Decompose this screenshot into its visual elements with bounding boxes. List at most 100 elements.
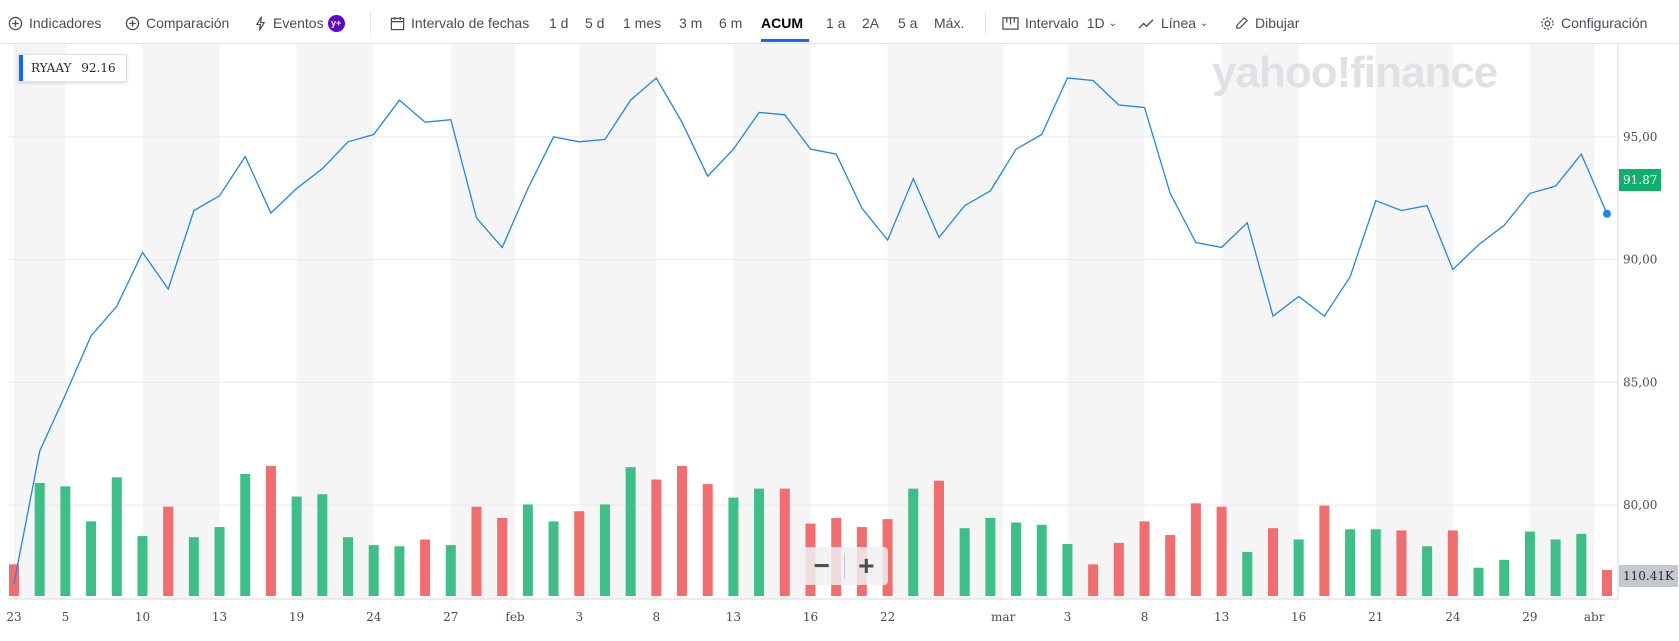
y-tick-label: 95,00 xyxy=(1623,130,1657,144)
x-tick-label: 24 xyxy=(1445,610,1461,624)
active-range-indicator xyxy=(761,39,809,42)
volume-bar xyxy=(1267,528,1278,596)
volume-bar xyxy=(728,497,739,596)
ticker-value: 92.16 xyxy=(81,61,116,75)
pencil-icon xyxy=(1236,16,1248,29)
date-interval-label: Intervalo de fechas xyxy=(411,15,530,31)
price-series-line xyxy=(13,76,1608,584)
volume-bar xyxy=(625,467,636,596)
x-tick-label: 13 xyxy=(212,610,227,624)
ticker-symbol: RYAAY xyxy=(31,61,72,75)
last-volume-badge: 110.41K xyxy=(1619,565,1678,587)
ticker-legend: RYAAY 92.16 xyxy=(18,54,127,82)
range-2y[interactable]: 2A xyxy=(862,15,880,31)
volume-bar xyxy=(1139,521,1150,596)
volume-bar xyxy=(1011,522,1022,596)
date-interval-button[interactable]: Intervalo de fechas xyxy=(390,12,529,34)
volume-bar xyxy=(779,488,790,596)
events-button[interactable]: Eventos y+ xyxy=(254,12,345,34)
volume-bar xyxy=(1319,505,1330,596)
chart-toolbar: Indicadores Comparación Eventos y+ Inter… xyxy=(0,0,1679,44)
x-tick-label: 29 xyxy=(1522,610,1537,624)
range-1y[interactable]: 1 a xyxy=(826,15,846,31)
background-band xyxy=(296,44,374,599)
volume-bar xyxy=(522,504,533,596)
comparison-button[interactable]: Comparación xyxy=(125,12,229,34)
toolbar-divider xyxy=(985,12,986,34)
volume-bar xyxy=(188,537,199,596)
range-5d[interactable]: 5 d xyxy=(585,15,605,31)
draw-button[interactable]: Dibujar xyxy=(1234,12,1299,34)
range-6m[interactable]: 6 m xyxy=(719,15,743,31)
volume-bar xyxy=(1396,530,1407,596)
volume-bar xyxy=(1345,529,1356,596)
range-ytd[interactable]: ACUM xyxy=(761,15,803,31)
volume-bar xyxy=(1165,534,1176,596)
volume-bar xyxy=(343,537,354,596)
range-3m[interactable]: 3 m xyxy=(679,15,703,31)
range-5y[interactable]: 5 a xyxy=(898,15,918,31)
volume-bar xyxy=(1447,530,1458,596)
settings-label: Configuración xyxy=(1561,15,1648,31)
volume-bar xyxy=(1473,567,1484,596)
volume-bar xyxy=(445,545,456,596)
background-band xyxy=(1529,44,1595,599)
volume-bar xyxy=(137,536,148,596)
x-tick-label: abr xyxy=(1584,610,1605,624)
line-chart-icon xyxy=(1138,18,1154,29)
x-tick-label: 13 xyxy=(1214,610,1229,624)
volume-bar xyxy=(754,488,765,596)
volume-bar xyxy=(291,496,302,596)
settings-button[interactable]: Configuración xyxy=(1540,12,1647,34)
volume-bar xyxy=(1036,524,1047,596)
events-label: Eventos xyxy=(273,15,324,31)
x-tick-label: 21 xyxy=(1368,610,1383,624)
volume-bar xyxy=(1242,551,1253,596)
range-1d[interactable]: 1 d xyxy=(549,15,569,31)
price-chart[interactable]: 95,00 90,00 85,00 80,00 23 5 10 13 19 24 27 feb 3 8 13… xyxy=(0,44,1679,641)
volume-bar xyxy=(1422,546,1433,596)
volume-bar xyxy=(394,546,405,596)
indicators-button[interactable]: Indicadores xyxy=(8,12,101,34)
indicators-label: Indicadores xyxy=(29,15,102,31)
volume-bar xyxy=(702,484,713,596)
ruler-icon xyxy=(1002,16,1019,30)
x-tick-label: feb xyxy=(505,610,525,624)
volume-bar xyxy=(1113,542,1124,596)
range-1m[interactable]: 1 mes xyxy=(623,15,662,31)
interval-dropdown[interactable]: Intervalo 1D ⌄ xyxy=(1002,12,1117,34)
zoom-out-button[interactable]: − xyxy=(813,550,830,581)
volume-bar xyxy=(9,564,19,596)
x-tick-label: 10 xyxy=(135,610,150,624)
last-price-point xyxy=(1603,209,1611,218)
volume-bar xyxy=(548,521,559,596)
volume-bar xyxy=(985,518,996,596)
chart-type-dropdown[interactable]: Línea ⌄ xyxy=(1138,12,1208,34)
volume-bar xyxy=(1293,539,1304,596)
range-max[interactable]: Máx. xyxy=(934,15,965,31)
background-band xyxy=(142,44,220,599)
volume-bar xyxy=(1062,544,1073,596)
x-tick-label: 8 xyxy=(1141,610,1149,624)
x-tick-label: 22 xyxy=(880,610,895,624)
series-color-swatch xyxy=(19,55,23,81)
background-band xyxy=(1067,44,1145,599)
volume-bar xyxy=(1088,564,1099,596)
volume-bar xyxy=(1190,503,1201,596)
zoom-in-button[interactable]: + xyxy=(858,550,875,581)
volume-bar xyxy=(111,477,122,596)
volume-bar xyxy=(471,506,482,596)
volume-bar xyxy=(214,527,225,596)
volume-bar xyxy=(1499,559,1510,596)
x-tick-label: 3 xyxy=(1064,610,1072,624)
volume-bar xyxy=(60,486,71,596)
x-tick-label: mar xyxy=(991,610,1016,624)
x-tick-label: 27 xyxy=(443,610,458,624)
chevron-down-icon: ⌄ xyxy=(1108,17,1117,29)
x-tick-label: 13 xyxy=(726,610,741,624)
background-band xyxy=(450,44,516,599)
x-tick-label: 24 xyxy=(366,610,382,624)
volume-bar xyxy=(34,482,45,596)
x-tick-label: 8 xyxy=(653,610,661,624)
background-band xyxy=(733,44,811,599)
